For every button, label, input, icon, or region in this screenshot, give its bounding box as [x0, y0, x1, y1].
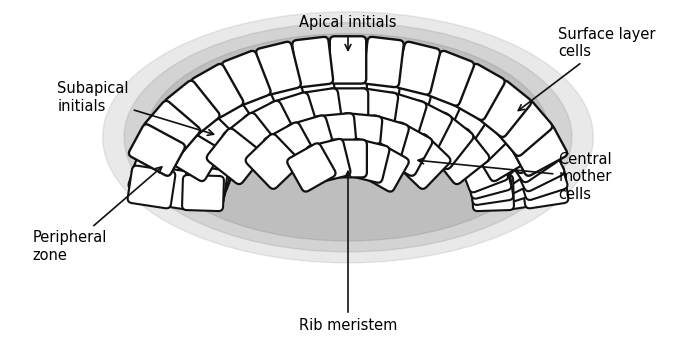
FancyBboxPatch shape	[294, 62, 336, 111]
FancyBboxPatch shape	[363, 37, 404, 87]
FancyBboxPatch shape	[145, 119, 199, 173]
FancyBboxPatch shape	[418, 113, 473, 169]
FancyBboxPatch shape	[512, 141, 564, 191]
FancyBboxPatch shape	[521, 166, 569, 208]
FancyBboxPatch shape	[511, 124, 567, 176]
Ellipse shape	[124, 23, 572, 252]
FancyBboxPatch shape	[459, 147, 508, 192]
FancyBboxPatch shape	[464, 156, 511, 199]
FancyBboxPatch shape	[230, 76, 280, 131]
FancyBboxPatch shape	[496, 101, 552, 156]
FancyBboxPatch shape	[298, 88, 343, 137]
FancyBboxPatch shape	[144, 101, 200, 156]
FancyBboxPatch shape	[468, 165, 513, 205]
FancyBboxPatch shape	[503, 166, 550, 209]
FancyBboxPatch shape	[181, 107, 237, 163]
FancyBboxPatch shape	[440, 90, 493, 146]
FancyBboxPatch shape	[481, 124, 535, 178]
FancyBboxPatch shape	[292, 37, 333, 87]
FancyBboxPatch shape	[223, 113, 278, 169]
FancyBboxPatch shape	[472, 175, 514, 211]
FancyBboxPatch shape	[169, 115, 223, 170]
FancyBboxPatch shape	[433, 128, 489, 184]
FancyBboxPatch shape	[256, 42, 301, 95]
Text: Subapical
initials: Subapical initials	[57, 81, 214, 135]
FancyBboxPatch shape	[154, 110, 207, 164]
FancyBboxPatch shape	[165, 81, 219, 137]
FancyBboxPatch shape	[395, 134, 450, 189]
FancyBboxPatch shape	[389, 67, 436, 119]
FancyBboxPatch shape	[146, 166, 193, 209]
FancyBboxPatch shape	[425, 51, 474, 106]
FancyBboxPatch shape	[330, 36, 366, 83]
FancyBboxPatch shape	[222, 51, 271, 106]
FancyBboxPatch shape	[516, 153, 567, 200]
FancyBboxPatch shape	[307, 139, 350, 183]
FancyBboxPatch shape	[329, 140, 367, 177]
FancyBboxPatch shape	[127, 166, 175, 208]
FancyBboxPatch shape	[361, 143, 409, 191]
FancyBboxPatch shape	[132, 141, 184, 191]
FancyBboxPatch shape	[314, 113, 357, 158]
FancyBboxPatch shape	[498, 155, 549, 202]
FancyBboxPatch shape	[353, 88, 398, 137]
FancyBboxPatch shape	[493, 144, 546, 194]
Text: Central
mother
cells: Central mother cells	[418, 152, 612, 202]
FancyBboxPatch shape	[207, 128, 263, 184]
FancyBboxPatch shape	[328, 88, 368, 133]
FancyBboxPatch shape	[150, 144, 203, 194]
FancyBboxPatch shape	[399, 101, 452, 156]
FancyBboxPatch shape	[154, 133, 208, 186]
FancyBboxPatch shape	[361, 115, 409, 165]
FancyBboxPatch shape	[473, 115, 527, 170]
FancyBboxPatch shape	[185, 156, 232, 199]
FancyBboxPatch shape	[188, 147, 237, 192]
FancyBboxPatch shape	[183, 165, 228, 205]
FancyBboxPatch shape	[346, 139, 389, 183]
FancyBboxPatch shape	[416, 76, 466, 131]
FancyBboxPatch shape	[244, 101, 297, 156]
FancyBboxPatch shape	[129, 153, 180, 200]
FancyBboxPatch shape	[329, 62, 367, 107]
FancyBboxPatch shape	[147, 155, 198, 202]
Text: Apical initials: Apical initials	[299, 15, 397, 50]
FancyBboxPatch shape	[489, 110, 542, 164]
FancyBboxPatch shape	[395, 42, 440, 95]
FancyBboxPatch shape	[287, 143, 335, 191]
FancyBboxPatch shape	[475, 128, 530, 181]
FancyBboxPatch shape	[182, 175, 224, 211]
FancyBboxPatch shape	[459, 107, 515, 163]
FancyBboxPatch shape	[129, 124, 185, 176]
FancyBboxPatch shape	[377, 93, 427, 145]
FancyBboxPatch shape	[488, 133, 542, 186]
FancyBboxPatch shape	[191, 64, 244, 120]
FancyBboxPatch shape	[166, 128, 221, 181]
FancyBboxPatch shape	[497, 119, 551, 173]
FancyBboxPatch shape	[379, 122, 432, 176]
FancyBboxPatch shape	[339, 113, 382, 158]
FancyBboxPatch shape	[203, 90, 256, 146]
FancyBboxPatch shape	[477, 81, 531, 137]
FancyBboxPatch shape	[264, 122, 317, 176]
Ellipse shape	[145, 34, 551, 241]
FancyBboxPatch shape	[505, 130, 559, 182]
FancyBboxPatch shape	[161, 124, 215, 178]
FancyBboxPatch shape	[260, 67, 307, 119]
Ellipse shape	[103, 12, 593, 263]
FancyBboxPatch shape	[360, 62, 402, 111]
FancyBboxPatch shape	[269, 93, 319, 145]
FancyBboxPatch shape	[137, 130, 191, 182]
FancyBboxPatch shape	[287, 115, 335, 165]
Text: Surface layer
cells: Surface layer cells	[519, 27, 656, 111]
Text: Rib meristem: Rib meristem	[299, 171, 397, 333]
FancyBboxPatch shape	[246, 134, 301, 189]
Text: Peripheral
zone: Peripheral zone	[33, 167, 161, 263]
FancyBboxPatch shape	[452, 64, 505, 120]
